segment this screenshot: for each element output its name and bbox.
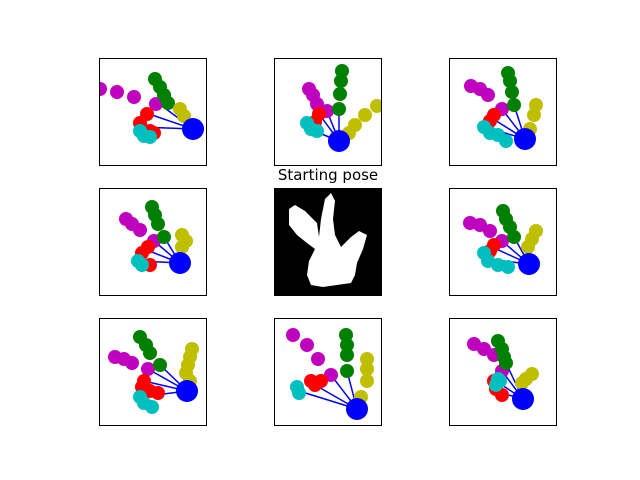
hand-pose-1 [100,72,204,144]
pose-panel-7 [274,318,382,426]
hand-pose-5 [463,204,543,275]
pose-panel-5 [449,188,557,296]
pose-panel-3 [449,58,557,166]
pose-panel-4 [99,188,207,296]
starting-pose-silhouette-panel [274,188,382,296]
hand-pose-7 [286,328,374,420]
hand-pose-8 [467,334,539,410]
center-panel-title: Starting pose [277,166,379,184]
hand-pose-6 [108,330,199,414]
pose-panel-6 [99,318,207,426]
hand-pose-4 [119,200,193,274]
pose-panel-2 [274,58,382,166]
pose-panel-8 [449,318,557,426]
hand-pose-3 [464,66,543,150]
pose-panel-1 [99,58,207,166]
hand-pose-2 [300,64,381,152]
hand-silhouette [275,189,381,295]
